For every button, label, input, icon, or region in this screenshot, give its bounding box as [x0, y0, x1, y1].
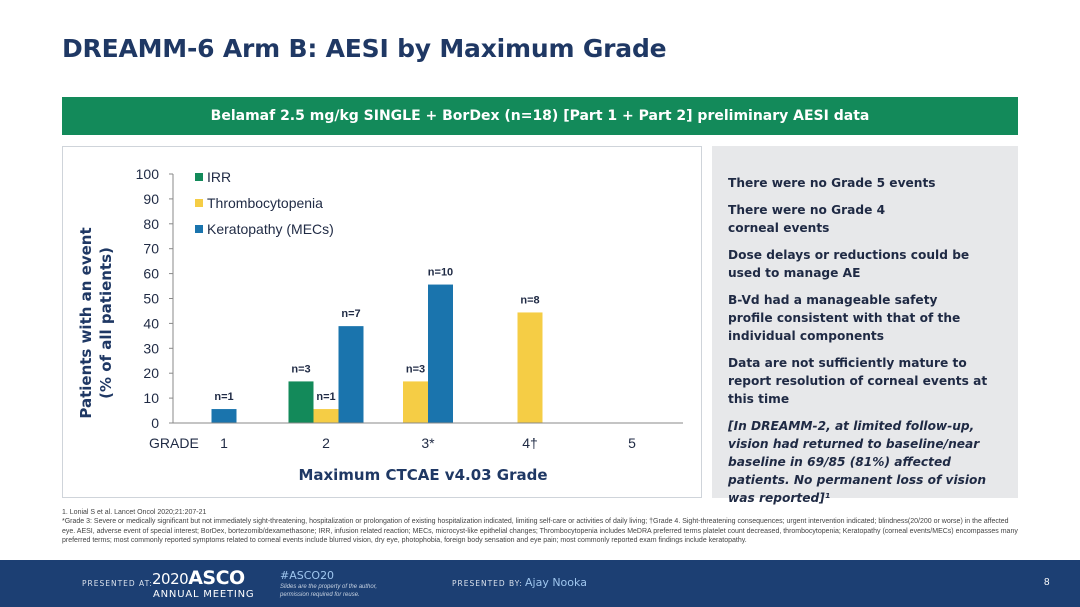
x-tick-label: 4† — [522, 435, 538, 451]
bar-chart: Patients with an event (% of all patient… — [77, 166, 683, 484]
page-number: 8 — [1044, 577, 1050, 588]
y-tick-label: 70 — [143, 241, 159, 257]
y-axis-label: Patients with an event — [77, 227, 95, 418]
x-axis-prefix: GRADE — [149, 435, 199, 451]
bar-thrombocytopenia — [403, 381, 428, 423]
y-tick-label: 0 — [151, 415, 159, 431]
footer-bar: PRESENTED AT: 2020ASCO ANNUAL MEETING #A… — [0, 560, 1080, 607]
bar-keratopathy-mecs — [428, 284, 453, 423]
legend-label: Thrombocytopenia — [207, 195, 323, 211]
x-tick-label: 5 — [628, 435, 636, 451]
x-tick-label: 1 — [220, 435, 228, 451]
key-findings-panel: There were no Grade 5 events There were … — [712, 146, 1018, 505]
presented-at-label: PRESENTED AT: — [82, 579, 153, 588]
footnotes: 1. Lonial S et al. Lancet Oncol 2020;21:… — [62, 508, 1022, 546]
bar-value-label: n=7 — [341, 308, 360, 320]
bar-value-label: n=1 — [214, 391, 233, 403]
asco-logo: 2020ASCO — [152, 567, 245, 589]
bar-irr — [288, 381, 314, 423]
abbreviations: *Grade 3: Severe or medically significan… — [62, 518, 1018, 545]
bar-keratopathy-mecs — [211, 409, 237, 423]
x-axis-label: Maximum CTCAE v4.03 Grade — [298, 466, 547, 484]
legend-swatch — [195, 173, 203, 181]
bar-value-label: n=3 — [291, 363, 310, 375]
y-tick-label: 20 — [143, 365, 159, 381]
study-banner: Belamaf 2.5 mg/kg SINGLE + BorDex (n=18)… — [62, 97, 1018, 135]
bar-value-label: n=1 — [316, 391, 335, 403]
asco-name: ASCO — [188, 567, 245, 589]
presented-by-label: PRESENTED BY: — [452, 579, 523, 588]
legend-label: Keratopathy (MECs) — [207, 221, 334, 237]
x-tick-label: 3* — [421, 435, 435, 451]
y-tick-label: 100 — [136, 166, 160, 182]
x-tick-label: 2 — [322, 435, 330, 451]
y-axis-label-2: (% of all patients) — [97, 247, 115, 399]
finding-3: Dose delays or reductions could be used … — [728, 248, 970, 280]
y-tick-label: 80 — [143, 216, 159, 232]
y-tick-label: 40 — [143, 315, 159, 331]
y-tick-label: 50 — [143, 291, 159, 307]
legend-swatch — [195, 225, 203, 233]
bar-keratopathy-mecs — [338, 326, 364, 423]
y-tick-label: 60 — [143, 266, 159, 282]
annual-meeting-label: ANNUAL MEETING — [153, 589, 255, 600]
y-tick-label: 90 — [143, 191, 159, 207]
finding-5: Data are not sufficiently mature to repo… — [728, 356, 988, 406]
y-axis-label-line1: Patients with an event — [77, 227, 95, 418]
finding-4: B-Vd had a manageable safety profile con… — [728, 293, 961, 343]
bar-value-label: n=8 — [520, 294, 539, 306]
finding-1: There were no Grade 5 events — [728, 176, 936, 190]
bar-thrombocytopenia — [313, 409, 339, 423]
slide-title: DREAMM-6 Arm B: AESI by Maximum Grade — [62, 34, 667, 63]
y-tick-label: 30 — [143, 340, 159, 356]
chart-container: Patients with an event (% of all patient… — [62, 146, 702, 498]
y-tick-label: 10 — [143, 390, 159, 406]
legend-label: IRR — [207, 169, 231, 185]
hashtag: #ASCO20 — [280, 569, 335, 582]
rights-notice: Slides are the property of the author, p… — [280, 584, 378, 598]
y-axis-label-line2: (% of all patients) — [97, 247, 115, 399]
presenter-name: Ajay Nooka — [525, 576, 587, 589]
legend-swatch — [195, 199, 203, 207]
finding-2: There were no Grade 4 corneal events — [728, 203, 886, 235]
asco-year: 2020 — [152, 570, 189, 588]
bar-thrombocytopenia — [517, 312, 543, 423]
bar-value-label: n=3 — [406, 363, 425, 375]
reference: 1. Lonial S et al. Lancet Oncol 2020;21:… — [62, 509, 207, 516]
bar-value-label: n=10 — [428, 267, 453, 279]
dreamm2-note: [In DREAMM-2, at limited follow-up, visi… — [728, 419, 987, 505]
